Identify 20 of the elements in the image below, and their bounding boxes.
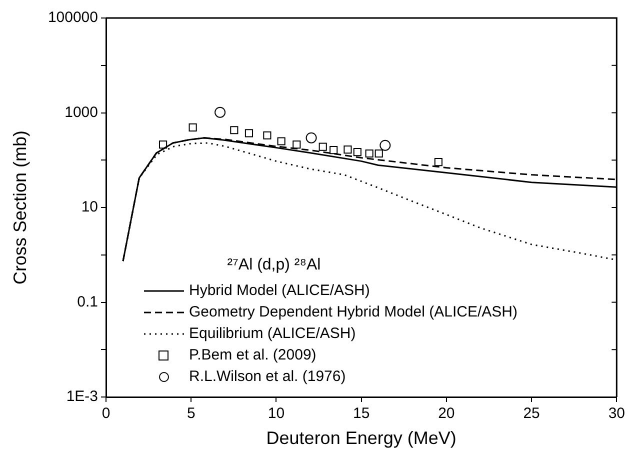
y-tick-label: 0.1 xyxy=(77,293,98,310)
y-tick-label: 1000 xyxy=(64,104,98,121)
legend-title: ²⁷Al (d,p) ²⁸Al xyxy=(227,256,321,274)
x-tick-label: 30 xyxy=(608,405,625,422)
legend-label: P.Bem et al. (2009) xyxy=(189,346,316,364)
x-tick-label: 20 xyxy=(438,405,455,422)
x-tick-label: 15 xyxy=(352,405,370,422)
y-tick-label: 1E-3 xyxy=(66,388,98,406)
x-tick-label: 5 xyxy=(186,405,196,422)
legend-label: Geometry Dependent Hybrid Model (ALICE/ASH) xyxy=(189,304,518,321)
x-tick-label: 25 xyxy=(523,405,540,422)
y-tick-label: 100000 xyxy=(48,9,98,26)
y-axis-title: Cross Section (mb) xyxy=(10,130,30,285)
y-tick-label: 10 xyxy=(81,198,98,216)
legend-label: Hybrid Model (ALICE/ASH) xyxy=(189,282,370,300)
legend-label: R.L.Wilson et al. (1976) xyxy=(189,368,346,386)
x-tick-label: 0 xyxy=(102,405,110,422)
legend-label: Equilibrium (ALICE/ASH) xyxy=(189,325,356,342)
x-tick-label: 10 xyxy=(268,405,285,422)
x-axis-title: Deuteron Energy (MeV) xyxy=(266,428,456,448)
